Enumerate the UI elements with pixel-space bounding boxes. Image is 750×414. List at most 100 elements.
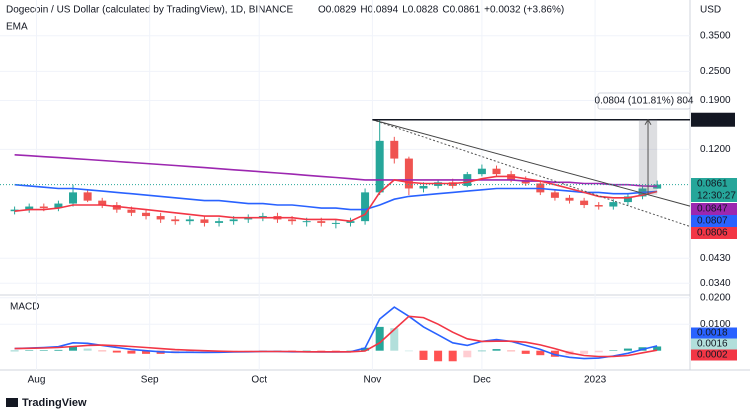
histogram-bar: [317, 350, 326, 352]
y-tick-label: 0.0430: [700, 253, 731, 264]
y-tick-label: 0.3500: [700, 30, 731, 41]
candle-body: [580, 200, 589, 206]
y-tick-label: 0.2500: [700, 66, 731, 77]
candle-body: [404, 158, 413, 189]
histogram-bar: [521, 350, 530, 354]
histogram-bar: [594, 350, 603, 353]
ema-label-bg: [691, 203, 737, 215]
candle-body: [244, 217, 253, 220]
macd-label-bg: [691, 349, 737, 361]
candle-body: [112, 205, 121, 210]
histogram-bar: [25, 350, 34, 351]
histogram-bar: [580, 350, 589, 354]
histogram-bar: [536, 350, 545, 356]
y-tick-label: 0.0340: [700, 278, 731, 289]
price-label-bg: [691, 178, 737, 202]
candle-body: [419, 185, 428, 189]
ohlc-value: O0.0829: [318, 5, 357, 16]
candle-body: [142, 212, 151, 217]
candle-body: [565, 197, 574, 201]
histogram-bar: [390, 328, 399, 351]
candle-body: [200, 219, 209, 223]
histogram-bar: [54, 349, 63, 351]
logo-mark: [6, 398, 18, 407]
candle-body: [185, 219, 194, 222]
candle-body: [39, 206, 48, 209]
histogram-bar: [112, 350, 121, 353]
ema-label-bg: [691, 227, 737, 239]
currency: USD: [700, 5, 721, 16]
indicator-line: [14, 315, 658, 358]
candle-body: [346, 221, 355, 223]
x-tick-label: Sep: [141, 375, 159, 386]
histogram-bar: [404, 350, 413, 352]
brand: TradingView: [22, 397, 87, 409]
ohlc-value: C0.0861: [442, 5, 480, 16]
y-tick-label: 0.1200: [700, 144, 731, 155]
macd-label: 0.0018: [697, 328, 728, 339]
candle-body: [288, 219, 297, 222]
histogram-bar: [550, 350, 559, 357]
y-tick-label: 0.0200: [700, 292, 731, 303]
indicator-title: MACD: [10, 302, 39, 313]
candle-body: [361, 192, 370, 222]
x-tick-label: Oct: [251, 375, 267, 386]
ema-label: 0.0807: [697, 216, 728, 227]
histogram-bar: [331, 350, 340, 352]
candle-body: [25, 206, 34, 210]
histogram-bar: [609, 350, 618, 351]
ohlc-value: L0.0828: [402, 5, 439, 16]
histogram-bar: [98, 350, 107, 352]
histogram-bar: [302, 350, 311, 352]
candle-body: [331, 222, 340, 224]
ohlc-value: H0.0894: [360, 5, 398, 16]
candle-body: [215, 221, 224, 223]
candle-body: [317, 221, 326, 223]
x-tick-label: Aug: [28, 375, 46, 386]
candle-body: [302, 221, 311, 223]
indicator-line: [14, 183, 658, 211]
level-label-bg: [691, 112, 735, 127]
x-tick-label: 2023: [584, 375, 607, 386]
macd-label: 0.0016: [697, 339, 728, 350]
macd-label-bg: [691, 327, 737, 339]
candle-body: [69, 192, 78, 204]
candle-body: [171, 219, 180, 222]
measure-label: 0.0804 (101.81%) 804: [595, 96, 694, 107]
histogram-bar: [361, 347, 370, 351]
candle-body: [83, 192, 92, 201]
histogram-bar: [492, 349, 501, 351]
candle-body: [477, 168, 486, 175]
measure-label-bg: [597, 92, 691, 110]
level-label: 0.1586: [697, 114, 728, 125]
ohlc-value: +0.0032 (+3.86%): [484, 5, 564, 16]
candle-body: [609, 202, 618, 207]
candle-body: [375, 140, 384, 193]
histogram-bar: [10, 350, 19, 352]
candle-body: [623, 196, 632, 203]
x-tick-label: Dec: [473, 375, 491, 386]
histogram-bar: [375, 326, 384, 351]
candle-body: [229, 219, 238, 222]
indicator-line: [14, 175, 658, 223]
histogram-bar: [448, 350, 457, 362]
macd-label-bg: [691, 338, 737, 350]
ema-label-bg: [691, 215, 737, 227]
price-label: 0.0861: [697, 179, 728, 190]
candle-body: [492, 168, 501, 175]
histogram-bar: [419, 350, 428, 360]
candle-body: [550, 192, 559, 198]
brand-logo: TradingView: [6, 397, 87, 409]
countdown: 12:30:27: [697, 191, 736, 202]
histogram-bar: [39, 350, 48, 351]
candle-body: [653, 184, 662, 189]
indicator-title: EMA: [6, 22, 28, 33]
indicator-line: [14, 154, 658, 188]
candle-body: [54, 203, 63, 209]
histogram-bar: [346, 350, 355, 352]
histogram-bar: [127, 350, 136, 354]
histogram-bar: [434, 350, 443, 362]
trendline: [372, 119, 691, 207]
histogram-bar: [653, 346, 662, 351]
ema-label: 0.0847: [697, 204, 728, 215]
